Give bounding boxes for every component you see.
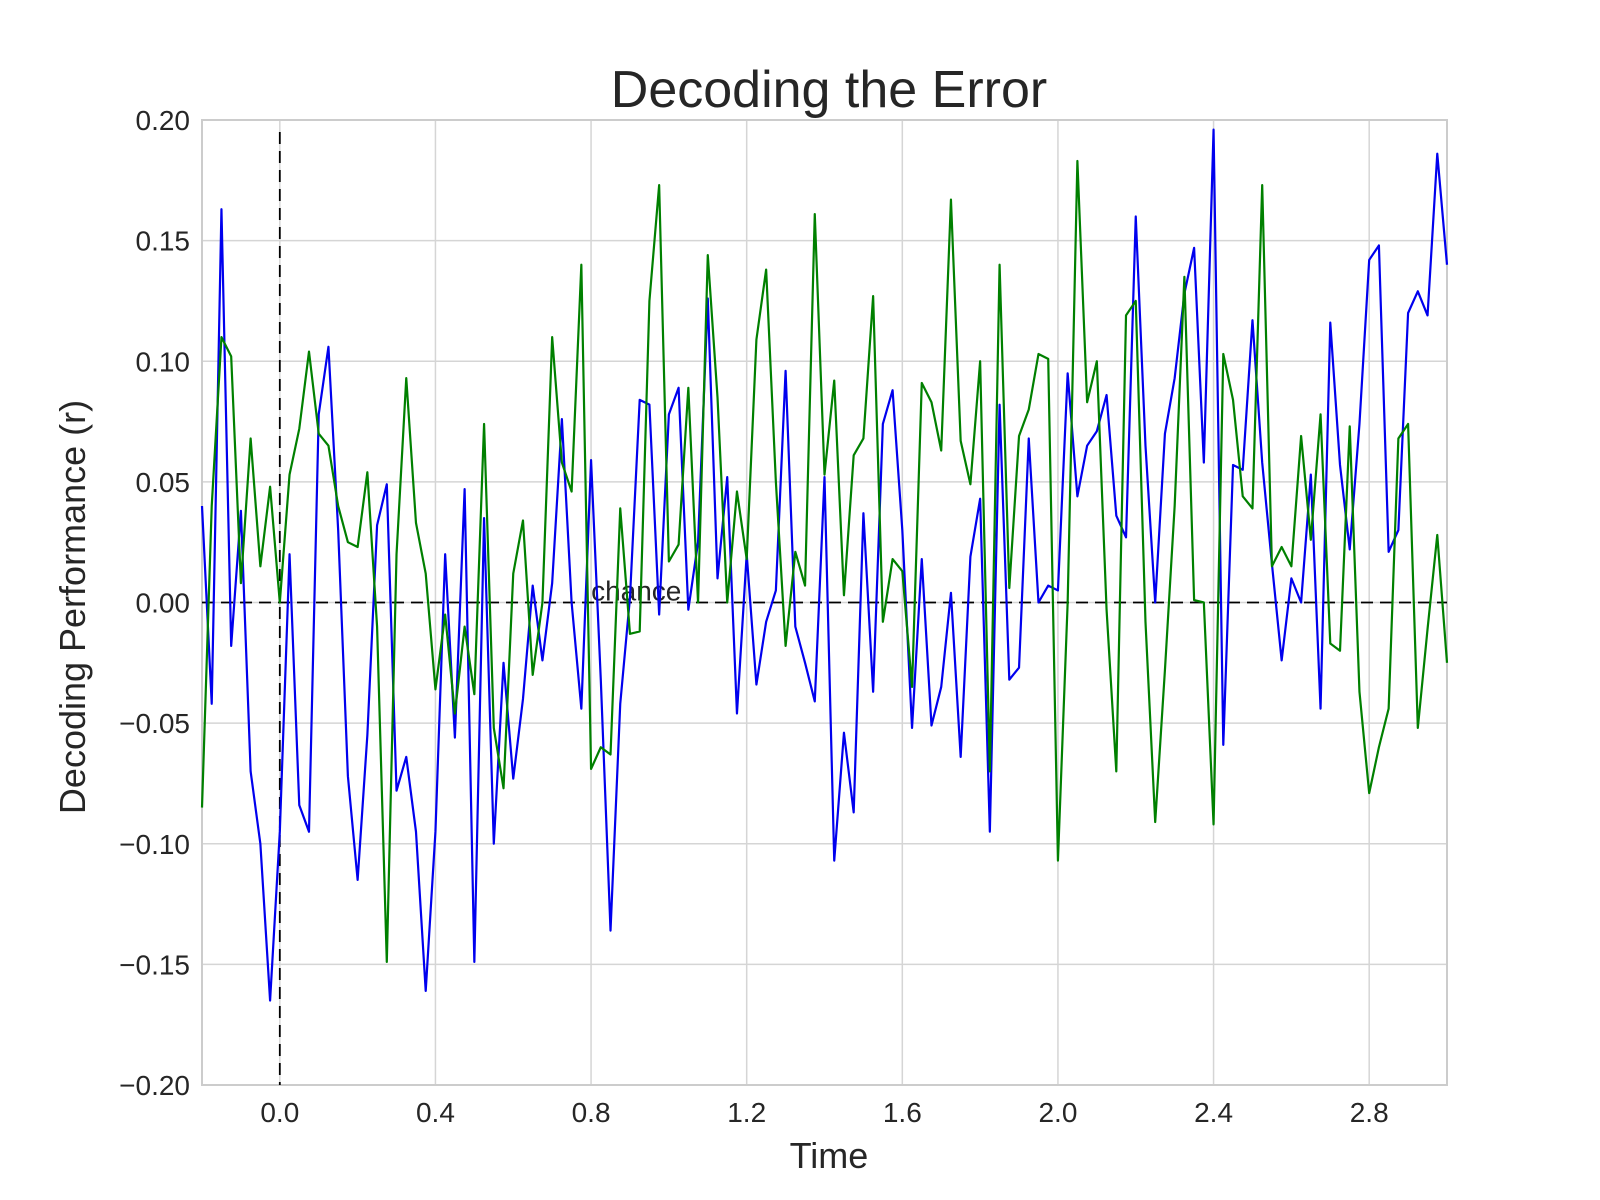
- series-line-green: [200, 159, 1449, 964]
- y-tick-label: −0.20: [119, 1070, 190, 1101]
- y-tick-label: 0.20: [136, 105, 191, 136]
- y-tick-label: 0.00: [136, 588, 191, 619]
- y-tick-label: −0.10: [119, 829, 190, 860]
- y-tick-label: 0.10: [136, 346, 191, 377]
- x-axis-label: Time: [790, 1135, 869, 1176]
- x-tick-label: 2.4: [1194, 1097, 1233, 1128]
- x-tick-label: 1.2: [727, 1097, 766, 1128]
- y-tick-label: 0.05: [136, 467, 191, 498]
- series-lines: [200, 128, 1449, 1002]
- chance-label: chance: [591, 576, 681, 607]
- y-tick-label: 0.15: [136, 226, 191, 257]
- y-tick-label: −0.05: [119, 708, 190, 739]
- chart-title: Decoding the Error: [611, 61, 1047, 119]
- x-tick-label: 0.4: [416, 1097, 455, 1128]
- x-tick-label: 0.0: [260, 1097, 299, 1128]
- x-tick-label: 2.0: [1038, 1097, 1077, 1128]
- x-tick-label: 0.8: [572, 1097, 611, 1128]
- x-tick-label: 2.8: [1350, 1097, 1389, 1128]
- reference-lines: chance: [202, 132, 1447, 1085]
- y-tick-label: −0.15: [119, 949, 190, 980]
- x-tick-label: 1.6: [883, 1097, 922, 1128]
- tick-labels: 0.0 0.4 0.8 1.2 1.6 2.0 2.4 2.8 0.20 0.15 0.10 0.05…: [119, 105, 1389, 1128]
- y-axis-label: Decoding Performance (r): [52, 400, 93, 814]
